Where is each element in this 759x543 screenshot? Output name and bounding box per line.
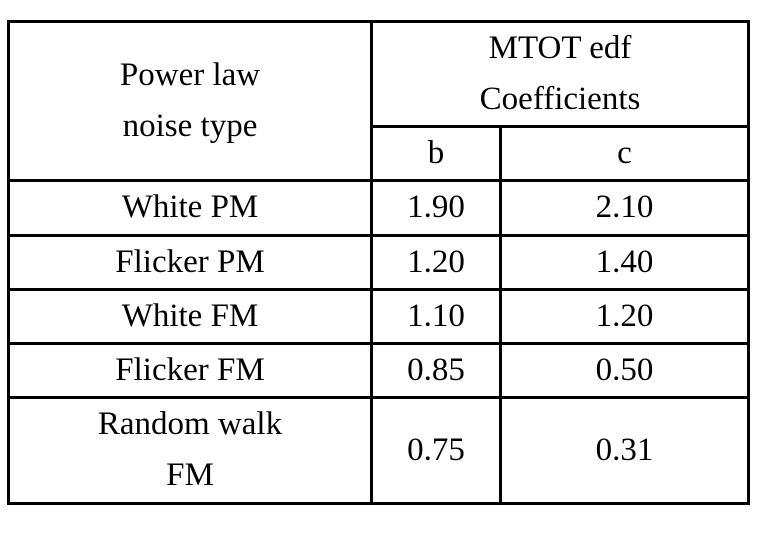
edf-coefficients-table: Power law noise type MTOT edf Coefficien… xyxy=(7,19,750,505)
header-coefficients-label: MTOT edf Coefficients xyxy=(479,30,641,118)
header-col-c: c xyxy=(499,125,750,183)
header-noise-type-label: Power law noise type xyxy=(119,57,261,145)
table-row: White FM 1.10 1.20 xyxy=(7,287,750,345)
header-noise-type: Power law noise type xyxy=(7,19,373,183)
cell-c-value: 0.31 xyxy=(499,395,750,505)
header-row-2: b c xyxy=(9,125,750,183)
header-col-b: b xyxy=(370,125,502,183)
cell-c-value: 0.50 xyxy=(499,341,750,399)
cell-noise-type: Random walk FM xyxy=(7,395,373,505)
cell-b-value: 1.90 xyxy=(370,179,502,237)
cell-b-value: 1.10 xyxy=(370,287,502,345)
table-row: White PM 1.90 2.10 xyxy=(7,179,750,237)
table-row: Flicker PM 1.20 1.40 xyxy=(7,233,750,291)
cell-b-value: 0.75 xyxy=(370,395,502,505)
cell-noise-type: Flicker FM xyxy=(7,341,373,399)
cell-b-value: 1.20 xyxy=(370,233,502,291)
header-coefficients: MTOT edf Coefficients xyxy=(370,19,750,129)
header-row-1: Power law noise type MTOT edf Coefficien… xyxy=(7,19,750,183)
table-row: Flicker FM 0.85 0.50 xyxy=(7,341,750,399)
cell-noise-type-label: Random walk FM xyxy=(97,406,283,494)
cell-b-value: 0.85 xyxy=(370,341,502,399)
cell-noise-type: White PM xyxy=(7,179,373,237)
cell-noise-type: Flicker PM xyxy=(7,233,373,291)
cell-c-value: 1.40 xyxy=(499,233,750,291)
cell-c-value: 2.10 xyxy=(499,179,750,237)
table-row: Random walk FM 0.75 0.31 xyxy=(7,395,750,505)
cell-c-value: 1.20 xyxy=(499,287,750,345)
cell-noise-type: White FM xyxy=(7,287,373,345)
